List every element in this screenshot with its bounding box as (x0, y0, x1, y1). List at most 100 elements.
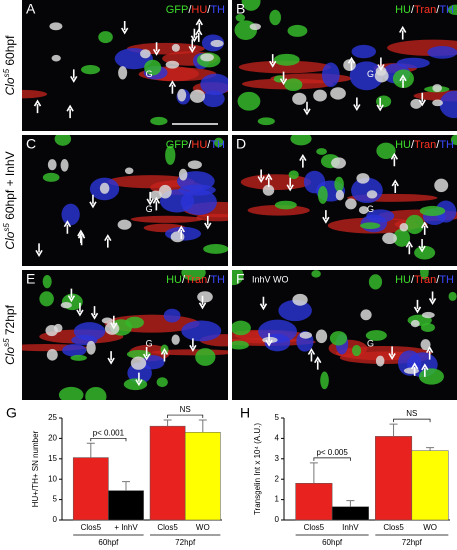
bar (295, 483, 333, 521)
green-signal (273, 53, 300, 66)
micrograph-content (232, 270, 457, 400)
arrow (142, 346, 151, 361)
arrow (390, 152, 399, 167)
blue-signal (61, 203, 80, 226)
green-signal (269, 9, 282, 26)
row-label-rest: 60hpf (3, 35, 17, 69)
arrow (377, 57, 385, 72)
marker-label: G (146, 69, 153, 79)
arrow (35, 243, 43, 257)
green-signal (237, 91, 261, 111)
stain-part: TH (439, 274, 454, 286)
cell (165, 60, 180, 69)
micrograph-content (22, 135, 228, 266)
stain-part: / (436, 139, 440, 151)
blue-signal (366, 209, 395, 223)
marker-label: G (367, 69, 374, 79)
green-signal (235, 14, 246, 22)
cell (434, 178, 449, 193)
significance-bracket (313, 457, 351, 461)
cell (249, 23, 261, 31)
arrow (77, 231, 86, 246)
red-signal (240, 174, 312, 190)
cell (356, 173, 370, 184)
green-signal (150, 116, 168, 126)
row-label-main: Clo (3, 231, 17, 249)
blue-signal (163, 308, 181, 323)
arrow (70, 69, 78, 83)
bar (411, 450, 449, 521)
green-signal (290, 135, 312, 146)
x-tick-label: InhV (342, 523, 359, 532)
arrow (399, 25, 407, 40)
y-tick-label: 5 (275, 413, 280, 422)
arrow (152, 42, 161, 56)
error-bar (86, 442, 95, 458)
cell (374, 69, 389, 83)
green-signal (448, 291, 457, 301)
stain-part: HU (395, 274, 411, 286)
marker-label: G (367, 204, 374, 214)
green-signal (393, 228, 411, 247)
cell (47, 159, 57, 171)
arrow (303, 101, 311, 116)
panel-letter: G (6, 405, 17, 421)
row-label: Clos5 60hpf (2, 35, 17, 95)
cell (124, 167, 134, 175)
y-tick-label: 0 (53, 515, 58, 524)
stain-part: / (207, 139, 211, 151)
stain-part: TH (439, 139, 454, 151)
error-bar (346, 500, 355, 507)
micrograph-content (232, 0, 457, 131)
arrow (152, 196, 161, 211)
green-signal (288, 170, 299, 180)
cell (421, 311, 435, 319)
green-signal (360, 222, 381, 229)
green-signal (232, 270, 244, 286)
stain-part: / (207, 4, 211, 16)
arrow (314, 356, 322, 370)
arrow (418, 239, 426, 253)
arrow (428, 291, 437, 306)
cell (118, 66, 128, 80)
arrow (405, 240, 414, 255)
green-signal (80, 65, 101, 75)
cell (187, 160, 202, 169)
group-label: 72hpf (402, 538, 423, 547)
arrow (265, 173, 273, 187)
treatment-label: InhV WO (252, 274, 289, 284)
stain-label: HU/Tran/TH (395, 4, 454, 16)
stain-part: TH (439, 4, 454, 16)
arrow (279, 71, 288, 86)
cell (171, 43, 180, 52)
cell (299, 331, 312, 339)
stain-part: HU (395, 139, 411, 151)
arrow (120, 20, 129, 35)
cell (345, 198, 357, 210)
error-bar (426, 447, 435, 451)
green-signal (368, 274, 383, 290)
stain-part: Tran (414, 274, 436, 286)
bar (331, 506, 369, 521)
green-signal (450, 135, 457, 146)
green-signal (257, 117, 275, 126)
cell (117, 219, 132, 230)
bar (108, 490, 144, 521)
green-signal (165, 145, 176, 165)
group-label: 60hpf (322, 538, 343, 547)
cell (315, 329, 328, 344)
marker-label: G (146, 338, 153, 348)
arrow (107, 351, 115, 365)
bar (72, 457, 109, 521)
significance-bracket (167, 414, 204, 419)
cell (292, 293, 308, 306)
cell (432, 84, 443, 93)
green-signal (447, 4, 457, 16)
stain-part: HU (191, 139, 207, 151)
cell (358, 206, 369, 215)
stain-label: GFP/HU/TH (166, 4, 225, 16)
